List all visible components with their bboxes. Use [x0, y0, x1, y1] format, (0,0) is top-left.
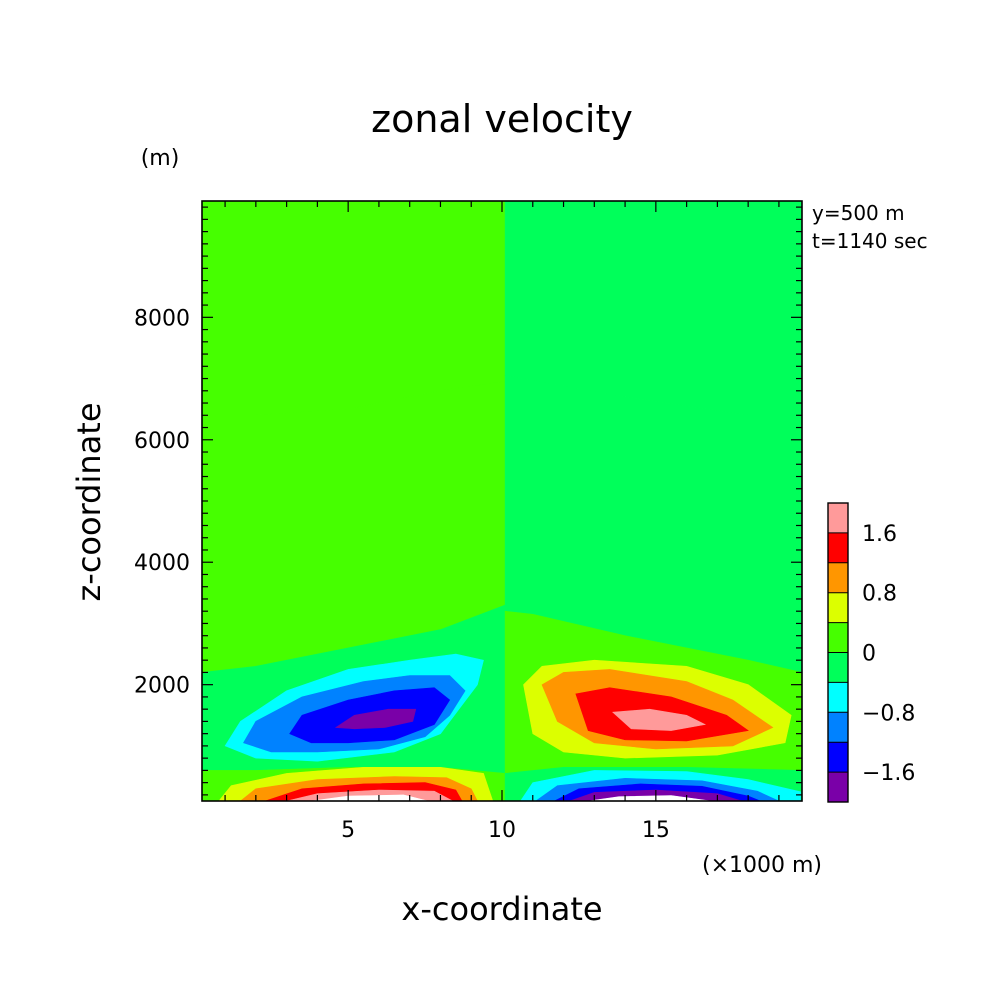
colorbar-swatch-2 — [828, 712, 848, 743]
y-tick-label-6000: 6000 — [134, 429, 190, 454]
chart-title: zonal velocity — [371, 97, 633, 141]
colorbar-swatch-9 — [828, 503, 848, 533]
y-tick-label-2000: 2000 — [134, 674, 190, 699]
contour-fills — [202, 201, 802, 801]
y-axis-unit: (m) — [141, 146, 180, 171]
y-tick-label-8000: 8000 — [134, 306, 190, 331]
x-tick-label-15: 15 — [642, 818, 670, 843]
contour-region-25 — [588, 795, 712, 801]
x-tick-label-10: 10 — [488, 818, 516, 843]
contour-region-0 — [202, 201, 506, 416]
colorbar-tick-label-1: −0.8 — [862, 701, 915, 726]
x-axis-unit: (×1000 m) — [702, 853, 822, 878]
annotation-y-position: y=500 m — [812, 201, 905, 225]
y-axis-label: z-coordinate — [70, 402, 108, 601]
contour-region-11 — [334, 708, 417, 730]
colorbar-tick-label-2: 0 — [862, 642, 876, 667]
colorbar-swatch-7 — [828, 562, 848, 593]
colorbar-swatch-3 — [828, 682, 848, 713]
y-tick-label-4000: 4000 — [134, 551, 190, 576]
x-axis-label: x-coordinate — [401, 890, 602, 928]
colorbar-swatch-1 — [828, 742, 848, 773]
colorbar-swatch-0 — [828, 772, 848, 802]
colorbar-tick-label-4: 1.6 — [862, 522, 897, 547]
colorbar-swatch-4 — [828, 652, 848, 683]
contour-region-20 — [311, 794, 429, 801]
colorbar-swatch-6 — [828, 592, 848, 623]
contour-region-15 — [612, 708, 707, 731]
colorbar: −1.6 −0.8 0 0.8 1.6 — [827, 502, 915, 803]
colorbar-tick-label-3: 0.8 — [862, 582, 897, 607]
axes: 5 10 15 2000 4000 6000 8000 — [134, 200, 803, 843]
x-tick-label-5: 5 — [341, 818, 355, 843]
annotation-time: t=1140 sec — [812, 229, 928, 253]
colorbar-tick-label-0: −1.6 — [862, 761, 915, 786]
colorbar-swatch-5 — [828, 622, 848, 653]
colorbar-swatch-8 — [828, 532, 848, 563]
